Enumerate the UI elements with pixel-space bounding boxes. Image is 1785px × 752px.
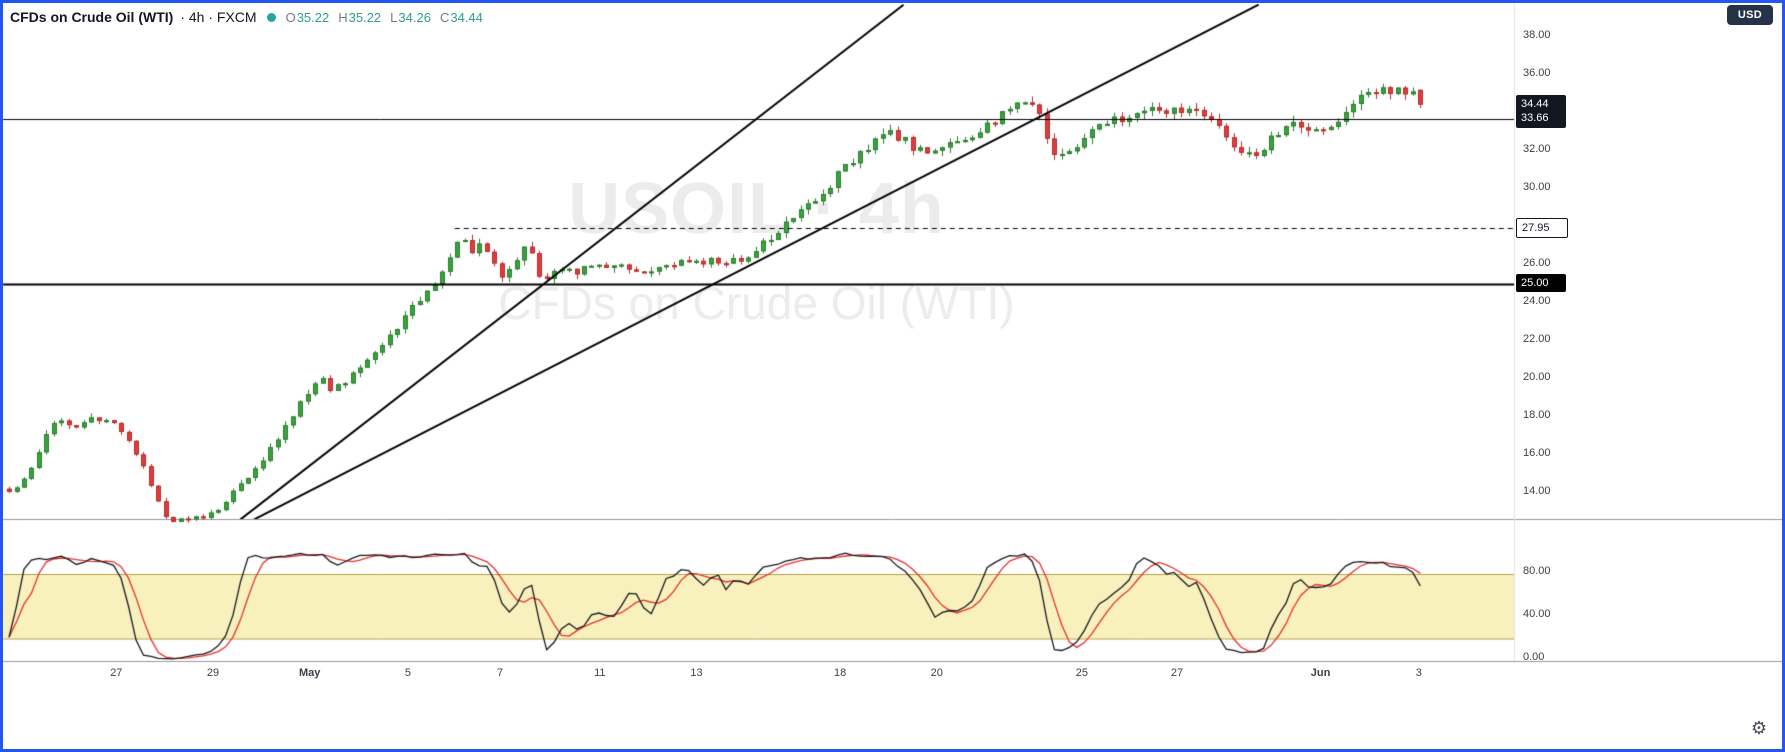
price-tick-label: 20.00 xyxy=(1523,371,1551,383)
time-tick-label: 3 xyxy=(1415,667,1422,679)
time-tick-label: 27 xyxy=(1170,667,1184,679)
time-tick-label: May xyxy=(299,667,321,679)
ohlc-values: O 35.22 H 35.22 L 34.26 C 34.44 xyxy=(286,10,483,25)
oscillator-tick-label: 80.00 xyxy=(1523,565,1551,577)
time-tick-label: 20 xyxy=(930,667,943,679)
price-tick-label: 16.00 xyxy=(1523,447,1551,459)
price-tick-label: 24.00 xyxy=(1523,295,1551,307)
settings-gear-icon[interactable]: ⚙ xyxy=(1750,718,1767,738)
market-status-dot-icon xyxy=(266,12,276,22)
time-tick-label: 18 xyxy=(833,667,847,679)
interval-exchange-label[interactable]: · 4h · FXCM xyxy=(180,9,257,25)
time-tick-label: 25 xyxy=(1075,667,1088,679)
price-axis[interactable]: USD 38.00 36.00 32.00 30.00 26.00 24.00 22.00 2… xyxy=(1516,0,1785,746)
time-tick-label: 29 xyxy=(206,667,220,679)
ohlc-item: C 34.44 xyxy=(440,10,483,25)
price-tick-label: 22.00 xyxy=(1523,333,1551,345)
time-tick-label: 11 xyxy=(594,667,606,679)
price-tick-label: 36.00 xyxy=(1523,67,1551,79)
ohlc-item: O 35.22 xyxy=(286,10,330,25)
time-tick-label: Jun xyxy=(1310,667,1331,679)
time-tick-label: 7 xyxy=(497,667,504,679)
price-tick-label: 14.00 xyxy=(1523,485,1551,497)
symbol-title[interactable]: CFDs on Crude Oil (WTI) xyxy=(10,9,174,25)
price-tick-label: 38.00 xyxy=(1523,29,1551,41)
time-tick-label: 5 xyxy=(404,667,411,679)
ohlc-item-value: 35.22 xyxy=(348,9,382,25)
price-tick-label: 32.00 xyxy=(1523,143,1551,155)
ohlc-item-value: 35.22 xyxy=(296,9,330,25)
oscillator-tick-label: 40.00 xyxy=(1523,608,1551,620)
ohlc-item: H 35.22 xyxy=(338,10,381,25)
time-axis[interactable]: 27 29 May 5 7 11 13 18 20 25 27 Jun 3 xyxy=(0,664,1513,686)
price-tick-label: 26.00 xyxy=(1523,257,1551,269)
currency-badge[interactable]: USD xyxy=(1726,5,1773,25)
price-line-label: 27.95 xyxy=(1516,217,1568,239)
time-tick-label: 27 xyxy=(110,667,123,679)
ohlc-item-label: L xyxy=(390,9,398,25)
ohlc-item-label: C xyxy=(439,9,450,25)
price-tick-label: 30.00 xyxy=(1523,181,1551,193)
ohlc-item-label: H xyxy=(338,9,348,25)
time-tick-label: 13 xyxy=(690,667,703,679)
ohlc-item-value: 34.44 xyxy=(450,9,483,25)
oscillator-tick-label: 0.00 xyxy=(1523,651,1545,663)
price-line-label: 33.66 xyxy=(1516,109,1566,128)
ohlc-item: L 34.26 xyxy=(390,10,431,25)
ohlc-item-value: 34.26 xyxy=(398,9,431,25)
chart-legend: CFDs on Crude Oil (WTI) · 4h · FXCM O 35.… xyxy=(10,9,483,25)
price-tick-label: 18.00 xyxy=(1523,409,1551,421)
price-line-label: 25.00 xyxy=(1516,274,1566,293)
price-line-label: 34.44 xyxy=(1516,94,1566,113)
ohlc-item-label: O xyxy=(285,9,296,25)
